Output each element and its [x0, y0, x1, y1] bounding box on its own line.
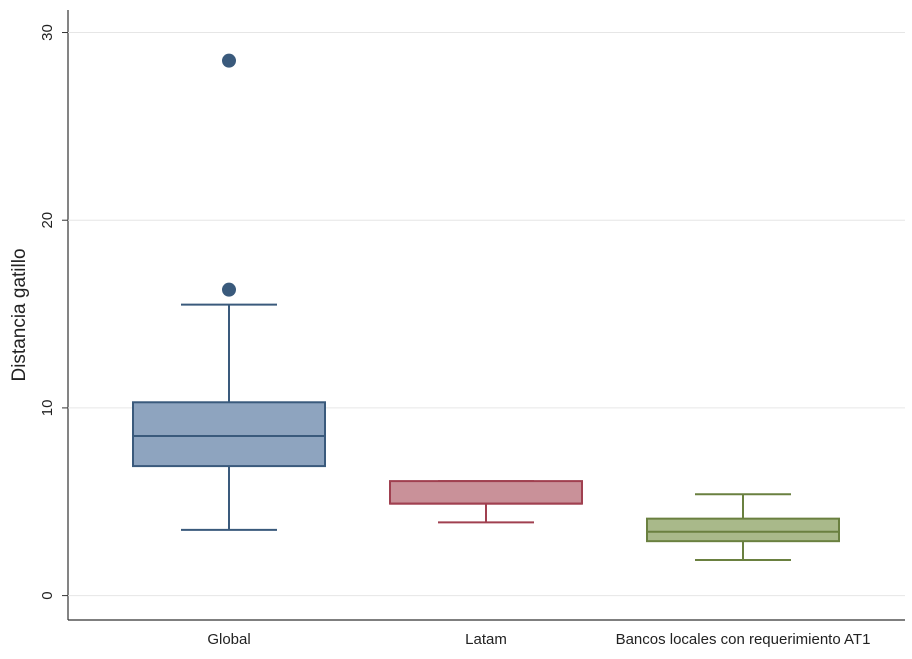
x-tick-label: Bancos locales con requerimiento AT1: [616, 631, 871, 648]
y-tick-label: 10: [39, 400, 56, 417]
y-tick-label: 0: [39, 591, 56, 599]
box: [132, 401, 326, 468]
x-tick-label: Latam: [465, 631, 507, 648]
box: [389, 480, 583, 505]
x-tick-label: Global: [207, 631, 250, 648]
box: [646, 517, 840, 543]
outlier: [222, 53, 236, 68]
y-tick-label: 20: [39, 212, 56, 229]
y-tick-label: 30: [39, 24, 56, 41]
outlier: [222, 282, 236, 297]
y-axis-label: Distancia gatillo: [9, 248, 30, 381]
